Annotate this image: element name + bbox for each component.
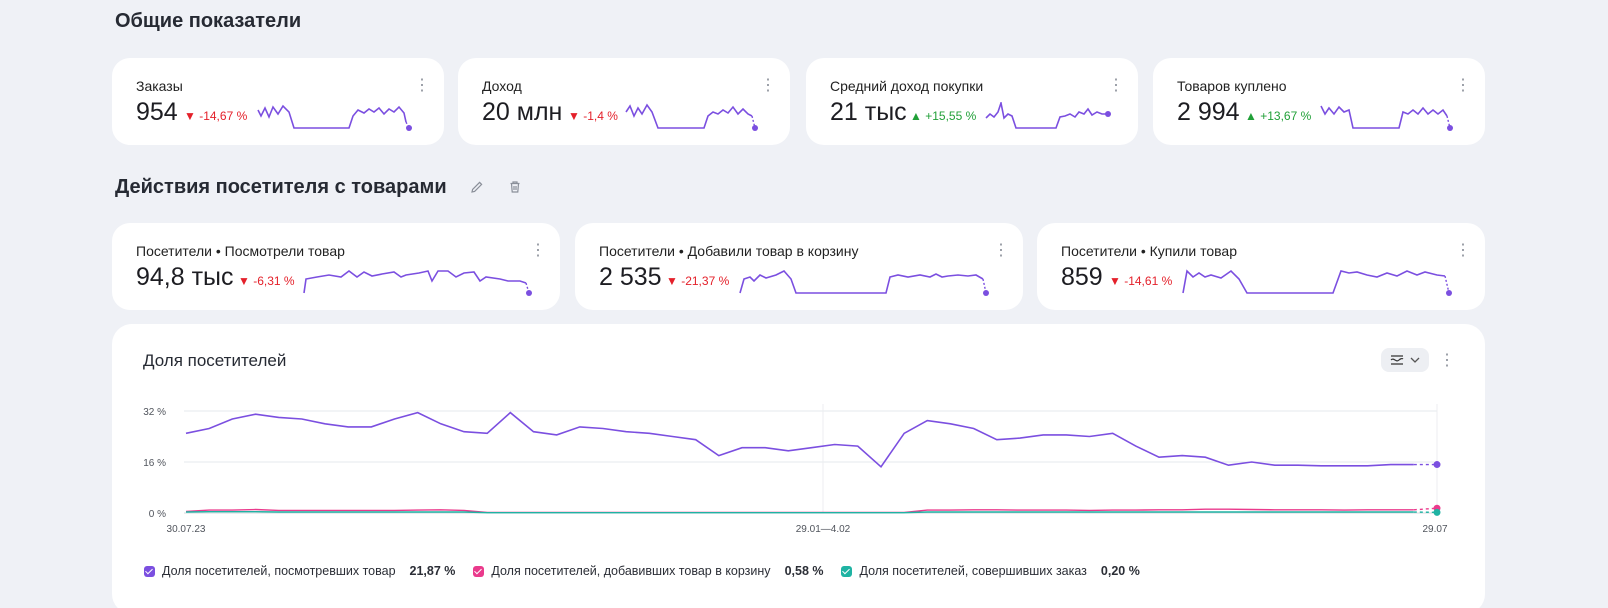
section-title-overview: Общие показатели [115, 10, 302, 32]
sparkline-dot [752, 125, 758, 131]
legend-item-ordered[interactable]: Доля посетителей, совершивших заказ 0,20… [841, 564, 1140, 578]
funnel-delta: ▼ -21,37 % [666, 274, 730, 288]
legend-label: Доля посетителей, добавивших товар в кор… [491, 564, 771, 578]
legend-item-added-to-cart[interactable]: Доля посетителей, добавивших товар в кор… [473, 564, 823, 578]
checkbox-icon[interactable] [473, 565, 485, 577]
more-menu-icon[interactable]: ⋮ [1108, 77, 1124, 94]
legend-value: 0,58 % [784, 564, 824, 578]
sparkline-dot [983, 290, 989, 296]
kpi-value: 2 994 [1177, 98, 1240, 126]
kpi-delta: ▲ +13,67 % [1245, 109, 1312, 123]
funnel-value: 2 535 [599, 263, 662, 291]
legend-value: 21,87 % [409, 564, 456, 578]
funnel-label: Посетители • Посмотрели товар [136, 243, 345, 259]
sparkline [257, 104, 412, 131]
visitor-share-chart: 32 % 16 % 0 % 30.07.23 29.01—4.02 29.07 [143, 404, 1448, 535]
kpi-label: Средний доход покупки [830, 78, 984, 94]
sparkline-path [303, 270, 527, 294]
kpi-card-items-bought[interactable]: Товаров куплено 2 994 ▲ +13,67 % ⋮ [1153, 58, 1485, 145]
kpi-delta: ▲ +15,55 % [910, 109, 977, 123]
funnel-card-viewed[interactable]: Посетители • Посмотрели товар 94,8 тыс ▼… [112, 223, 560, 310]
sparkline-dot [1446, 290, 1452, 296]
funnel-delta: ▼ -6,31 % [238, 274, 295, 288]
checkbox-icon[interactable] [144, 565, 155, 577]
chart-type-dropdown[interactable] [1381, 348, 1429, 372]
sparkline-path [1182, 269, 1446, 294]
y-tick-label: 16 % [143, 458, 166, 469]
kpi-card-orders[interactable]: Заказы 954 ▼ -14,67 % ⋮ [112, 58, 444, 145]
series-end-point [1433, 508, 1441, 516]
chevron-down-icon [1410, 357, 1420, 363]
more-menu-icon[interactable]: ⋮ [1455, 242, 1471, 259]
x-tick-label: 29.07 [1422, 524, 1447, 535]
sparkline-dot [526, 290, 532, 296]
sparkline-path [1320, 105, 1448, 129]
more-menu-icon[interactable]: ⋮ [1439, 352, 1455, 369]
section-title-visitor-actions: Действия посетителя с товарами [115, 176, 447, 198]
sparkline-path [257, 104, 407, 129]
series-line [185, 411, 1414, 468]
more-menu-icon[interactable]: ⋮ [760, 77, 776, 94]
sparkline-path [625, 103, 753, 129]
kpi-card-avg-revenue[interactable]: Средний доход покупки 21 тыс ▲ +15,55 % … [806, 58, 1138, 145]
x-tick-label: 29.01—4.02 [796, 524, 851, 535]
funnel-value: 859 [1061, 263, 1103, 291]
trash-icon[interactable] [504, 176, 526, 198]
pencil-icon[interactable] [466, 176, 488, 198]
funnel-label: Посетители • Добавили товар в корзину [599, 243, 859, 259]
sparkline [739, 270, 989, 296]
kpi-delta: ▼ -1,4 % [568, 109, 618, 123]
legend-value: 0,20 % [1100, 564, 1140, 578]
sparkline-path [985, 102, 1105, 129]
more-menu-icon[interactable]: ⋮ [1455, 77, 1471, 94]
funnel-card-added-to-cart[interactable]: Посетители • Добавили товар в корзину 2 … [575, 223, 1023, 310]
kpi-label: Товаров куплено [1177, 78, 1287, 94]
sparkline [303, 270, 532, 296]
checkbox-icon[interactable] [841, 565, 853, 577]
y-tick-label: 0 % [149, 509, 166, 520]
more-menu-icon[interactable]: ⋮ [993, 242, 1009, 259]
series-forecast-tail [1413, 507, 1438, 511]
legend-label: Доля посетителей, совершивших заказ [859, 564, 1087, 578]
funnel-label: Посетители • Купили товар [1061, 243, 1237, 259]
visitor-share-card: Доля посетителей ⋮ 32 % 16 % 0 % 30.07.2… [112, 324, 1485, 608]
sparkline-dot [1105, 111, 1111, 117]
sparkline-dot [406, 125, 412, 131]
chart-title: Доля посетителей [143, 351, 287, 370]
more-menu-icon[interactable]: ⋮ [530, 242, 546, 259]
funnel-card-bought[interactable]: Посетители • Купили товар 859 ▼ -14,61 %… [1037, 223, 1485, 310]
sparkline [1182, 269, 1452, 296]
more-menu-icon[interactable]: ⋮ [414, 77, 430, 94]
funnel-delta: ▼ -14,61 % [1109, 274, 1173, 288]
kpi-label: Доход [482, 78, 522, 94]
sparkline [1320, 105, 1453, 131]
kpi-delta: ▼ -14,67 % [184, 109, 248, 123]
kpi-value: 20 млн [482, 98, 563, 126]
legend-label: Доля посетителей, посмотревших товар [162, 564, 396, 578]
kpi-value: 954 [136, 98, 178, 126]
sparkline-dot [1447, 125, 1453, 131]
chart-type-icon [1390, 355, 1404, 365]
funnel-value: 94,8 тыс [136, 263, 234, 291]
kpi-label: Заказы [136, 78, 183, 94]
sparkline-path [739, 270, 984, 294]
y-tick-label: 32 % [143, 407, 166, 418]
series-line [185, 511, 1414, 514]
chart-legend: Доля посетителей, посмотревших товар 21,… [144, 564, 1158, 578]
kpi-card-revenue[interactable]: Доход 20 млн ▼ -1,4 % ⋮ [458, 58, 790, 145]
x-tick-label: 30.07.23 [167, 524, 206, 535]
series-end-point [1433, 461, 1441, 469]
kpi-value: 21 тыс [830, 98, 907, 126]
legend-item-viewed[interactable]: Доля посетителей, посмотревших товар 21,… [144, 564, 455, 578]
sparkline-tail [1444, 275, 1450, 294]
sparkline [985, 102, 1111, 129]
sparkline [625, 103, 758, 131]
